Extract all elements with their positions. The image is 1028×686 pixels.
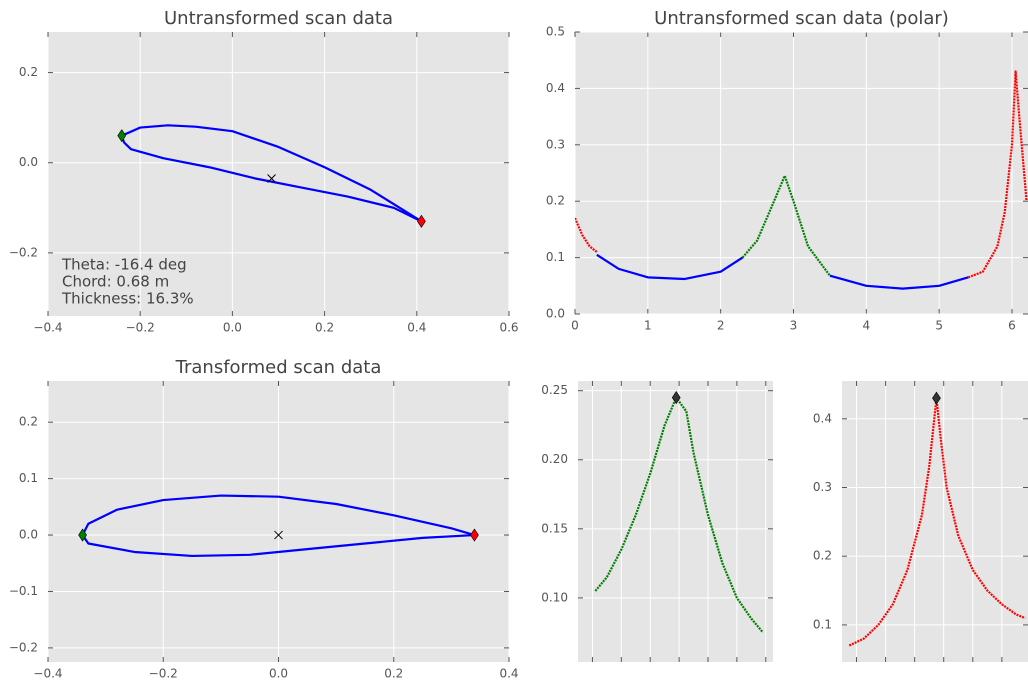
plot-content	[594, 396, 764, 634]
x-tick-label: −0.2	[126, 321, 155, 335]
y-tick-label: 0.2	[813, 549, 832, 563]
y-tick-label: 0.20	[541, 452, 568, 466]
x-tick-label: 4	[862, 319, 870, 333]
y-tick-label: 0.4	[813, 411, 832, 425]
chart-title: Untransformed scan data	[164, 8, 393, 29]
y-tick-label: −0.2	[9, 640, 38, 654]
annotation: Thickness: 16.3%	[61, 290, 194, 308]
plot-content	[848, 397, 1026, 647]
x-tick-label: 6	[1008, 319, 1016, 333]
y-tick-label: 0.15	[541, 521, 568, 535]
marker	[932, 391, 941, 405]
data-line	[575, 70, 1028, 279]
chart-title: Transformed scan data	[175, 357, 382, 378]
data-line	[594, 396, 764, 634]
y-tick-label: 0.25	[541, 383, 568, 397]
x-tick-label: 0	[571, 319, 579, 333]
x-tick-label: 0.2	[384, 667, 403, 681]
panel: Untransformed scan data −0.4 −0.2 0.0 0.2 0.4…	[9, 8, 519, 335]
y-tick-label: 0.2	[546, 194, 565, 208]
x-tick-label: 0.4	[499, 667, 518, 681]
annotation: Chord: 0.68 m	[62, 273, 169, 291]
y-tick-label: −0.1	[9, 584, 38, 598]
y-tick-label: 0.0	[19, 155, 38, 169]
y-tick-label: 0.0	[19, 528, 38, 542]
y-tick-label: 0.3	[546, 137, 565, 151]
x-tick-label: −0.4	[33, 667, 62, 681]
x-tick-label: 5	[935, 319, 943, 333]
y-tick-label: 0.10	[541, 590, 568, 604]
x-tick-label: 0.2	[315, 321, 334, 335]
marker	[417, 214, 426, 228]
x-tick-label: 2	[717, 319, 725, 333]
x-tick-label: 0.4	[407, 321, 426, 335]
x-tick-label: 1	[644, 319, 652, 333]
y-tick-label: 0.1	[546, 250, 565, 264]
panel: Transformed scan data −0.4 −0.2 0.0 0.2 0.4 −0…	[9, 357, 519, 681]
y-tick-label: 0.1	[19, 471, 38, 485]
y-tick-label: 0.5	[546, 25, 565, 39]
plot-content	[575, 70, 1028, 290]
x-tick-label: −0.2	[149, 667, 178, 681]
panel: 0.1 0.2 0.3 0.4	[813, 381, 1028, 662]
y-tick-label: 0.1	[813, 617, 832, 631]
y-tick-label: −0.2	[9, 245, 38, 259]
y-tick-label: 0.0	[546, 307, 565, 321]
marker	[671, 391, 681, 405]
marker	[117, 129, 127, 143]
data-line	[741, 174, 831, 277]
marker	[274, 530, 283, 540]
x-tick-label: −0.4	[33, 321, 62, 335]
data-line	[81, 494, 475, 558]
y-tick-label: 0.2	[19, 415, 38, 429]
y-tick-label: 0.4	[546, 81, 565, 95]
y-tick-label: 0.2	[19, 65, 38, 79]
plot-content	[81, 494, 475, 558]
x-tick-label: 3	[790, 319, 798, 333]
plot-background	[578, 381, 773, 662]
chart-title: Untransformed scan data (polar)	[654, 8, 949, 29]
plot-background	[575, 32, 1028, 314]
plot-background	[842, 381, 1028, 662]
x-tick-label: 0.0	[223, 321, 242, 335]
y-tick-label: 0.3	[813, 480, 832, 494]
annotation: Theta: -16.4 deg	[61, 256, 187, 274]
marker	[78, 528, 87, 542]
data-line	[596, 253, 969, 290]
marker	[470, 528, 479, 542]
x-tick-label: 0.0	[269, 667, 288, 681]
data-line	[848, 397, 1026, 647]
marker	[267, 174, 276, 183]
panel: Untransformed scan data (polar) 0 1 2 3 4 5 6 0.…	[546, 8, 1028, 333]
panel: 0.10 0.15 0.20 0.25	[541, 381, 773, 662]
plot-background	[48, 32, 509, 316]
x-tick-label: 0.6	[499, 321, 518, 335]
